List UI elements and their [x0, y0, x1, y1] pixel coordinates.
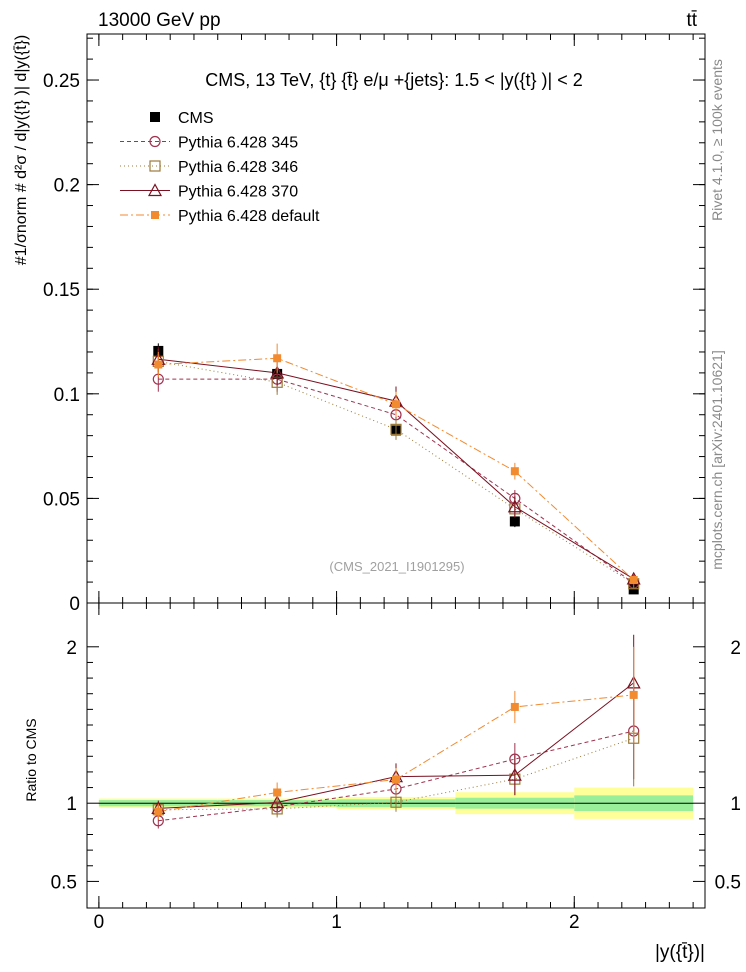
series-3-ratio-point — [270, 795, 285, 809]
cms-data-point — [509, 516, 520, 527]
series-4-ratio-point — [154, 807, 163, 816]
series-4-point — [392, 400, 400, 409]
header-left-label: 13000 GeV pp — [98, 10, 221, 31]
legend-cms-marker — [150, 112, 160, 122]
legend-series-2-marker — [149, 160, 161, 172]
series-4-ratio-line — [158, 694, 634, 813]
series-4-point — [629, 575, 638, 584]
y-tick-label: 0.15 — [43, 280, 80, 301]
legend-series-3-marker — [147, 183, 163, 197]
series-3-point — [270, 365, 285, 379]
x-axis-label: |y({t̄})| — [655, 942, 705, 963]
header-right-label: tt̄ — [686, 10, 697, 31]
y-axis-label: #1/σnorm # d²σ / d|y({t} )| d|y({t̄}) — [13, 35, 30, 266]
y-tick-label: 0 — [69, 594, 80, 615]
series-4-ratio-point — [510, 702, 519, 711]
mcplots-reference-label: mcplots.cern.ch [arXiv:2401.10621] — [709, 350, 725, 569]
x-tick-label: 1 — [331, 912, 342, 933]
series-4-point — [510, 467, 519, 476]
y-tick-label: 0.25 — [43, 71, 80, 92]
ratio-plot-frame — [86, 602, 706, 909]
x-tick-label: 2 — [569, 912, 580, 933]
cms-data-point — [628, 584, 639, 595]
series-2-ratio-line — [158, 737, 634, 811]
legend-cms-label: CMS — [178, 110, 214, 127]
legend-series-3-label: Pythia 6.428 370 — [178, 184, 298, 201]
series-2-ratio-point — [390, 796, 402, 808]
ratio-y-axis-label: Ratio to CMS — [23, 718, 39, 801]
series-4-point — [154, 360, 163, 369]
legend-series-4-label: Pythia 6.428 default — [178, 208, 320, 225]
ratio-tick-label: 0.5 — [51, 872, 77, 893]
legend: CMS Pythia 6.428 345 Pythia 6.428 346 Pythi… — [120, 110, 320, 225]
y-tick-label: 0.2 — [54, 176, 80, 197]
series-4-ratio-point — [273, 788, 282, 797]
axes: 0 0.05 0.1 0.15 0.2 0.25 0 1 2 0.5 0.5 1 1 2 2 — [43, 33, 741, 933]
y-tick-label: 0.1 — [54, 385, 80, 406]
ratio-tick-label-right: 2 — [730, 638, 741, 659]
legend-series-1-marker — [149, 135, 161, 148]
series-2-point — [390, 423, 402, 435]
legend-series-4-marker — [151, 211, 159, 219]
series-4-ratio-point — [392, 775, 400, 784]
legend-series-2-label: Pythia 6.428 346 — [178, 159, 298, 176]
legend-series-1-label: Pythia 6.428 345 — [178, 135, 298, 152]
series-4-point — [273, 354, 282, 363]
analysis-watermark: (CMS_2021_I1901295) — [329, 559, 464, 574]
rivet-version-label: Rivet 4.1.0, ≥ 100k events — [709, 59, 725, 221]
ratio-tick-label-right: 1 — [730, 794, 741, 815]
series-1-line — [158, 378, 634, 584]
series-3-ratio-point — [507, 767, 522, 781]
chart-title: CMS, 13 TeV, {t} {t̄} e/μ +{jets}: 1.5 <… — [205, 70, 582, 90]
series-4-ratio-point — [629, 690, 638, 699]
series-3-point — [507, 499, 522, 513]
ratio-tick-label: 1 — [66, 794, 77, 815]
series-markers — [151, 343, 641, 829]
ratio-tick-label: 2 — [66, 638, 77, 659]
ratio-tick-label-right: 0.5 — [715, 872, 741, 893]
x-tick-label: 0 — [94, 912, 105, 933]
y-tick-label: 0.05 — [43, 489, 80, 510]
